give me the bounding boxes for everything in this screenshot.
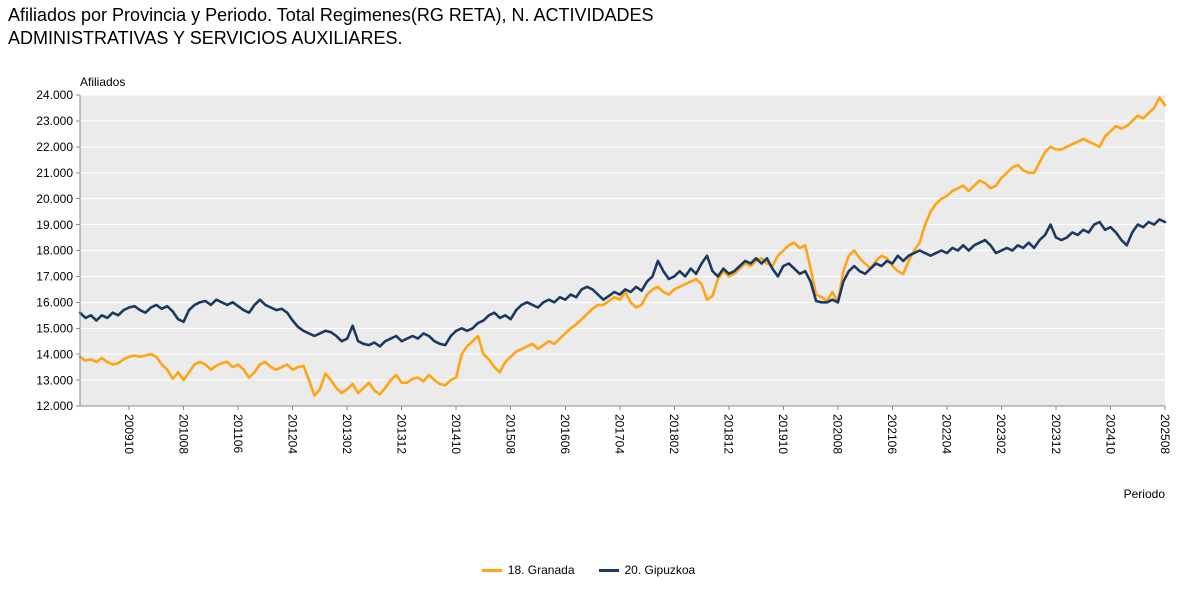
y-tick-label: 13.000 bbox=[36, 373, 73, 387]
y-tick-label: 16.000 bbox=[36, 296, 73, 310]
x-tick-label: 201606 bbox=[558, 414, 572, 454]
legend-label-granada: 18. Granada bbox=[507, 563, 575, 577]
x-tick-label: 202410 bbox=[1103, 414, 1117, 454]
x-tick-label: 200910 bbox=[122, 414, 136, 454]
line-chart: 12.000 13.000 14.000 15.000 16.000 17.000 18.0… bbox=[36, 75, 1172, 501]
y-tick-label: 12.000 bbox=[36, 399, 73, 413]
x-axis-title: Periodo bbox=[1124, 487, 1166, 501]
x-tick-label: 201410 bbox=[449, 414, 463, 454]
legend-swatch-gipuzkoa bbox=[598, 568, 619, 572]
chart-title-line2: ADMINISTRATIVAS Y SERVICIOS AUXILIARES. bbox=[8, 28, 403, 49]
legend-item-granada[interactable]: 18. Granada bbox=[481, 563, 575, 577]
x-tick-label: 201812 bbox=[722, 414, 736, 454]
x-tick-label: 201508 bbox=[504, 414, 518, 454]
x-tick-label: 201302 bbox=[340, 414, 354, 454]
axis-ticks bbox=[76, 94, 1166, 410]
x-tick-label: 202508 bbox=[1158, 414, 1172, 454]
x-tick-label: 202106 bbox=[885, 414, 899, 454]
y-tick-label: 19.000 bbox=[36, 218, 73, 232]
gridlines bbox=[80, 94, 1165, 407]
x-tick-label: 202008 bbox=[831, 414, 845, 454]
legend-item-gipuzkoa[interactable]: 20. Gipuzkoa bbox=[598, 563, 696, 577]
x-tick-label: 201910 bbox=[776, 414, 790, 454]
legend: 18. Granada 20. Gipuzkoa bbox=[0, 563, 1177, 577]
x-tick-label: 201704 bbox=[613, 414, 627, 454]
x-tick-label: 201802 bbox=[667, 414, 681, 454]
series-line-0 bbox=[78, 96, 1167, 397]
y-tick-label: 17.000 bbox=[36, 270, 73, 284]
x-tick-label: 201204 bbox=[285, 414, 299, 454]
y-tick-label: 20.000 bbox=[36, 192, 73, 206]
y-tick-label: 15.000 bbox=[36, 321, 73, 335]
y-tick-label: 21.000 bbox=[36, 166, 73, 180]
y-tick-label: 18.000 bbox=[36, 244, 73, 258]
y-tick-label: 22.000 bbox=[36, 140, 73, 154]
x-tick-label: 202204 bbox=[940, 414, 954, 454]
x-tick-label: 202312 bbox=[1049, 414, 1063, 454]
series-line-1 bbox=[78, 218, 1167, 348]
x-tick-label: 202302 bbox=[994, 414, 1008, 454]
legend-label-gipuzkoa: 20. Gipuzkoa bbox=[624, 563, 696, 577]
x-tick-label: 201008 bbox=[176, 414, 190, 454]
chart-title: Afiliados por Provincia y Periodo. Total… bbox=[8, 4, 654, 50]
y-axis-tick-labels: 12.000 13.000 14.000 15.000 16.000 17.000 18.0… bbox=[36, 88, 73, 413]
x-tick-label: 201106 bbox=[231, 414, 245, 453]
x-tick-label: 201312 bbox=[394, 414, 408, 454]
y-axis-title: Afiliados bbox=[80, 75, 125, 89]
y-tick-label: 14.000 bbox=[36, 347, 73, 361]
series-lines bbox=[78, 96, 1167, 397]
chart-title-line1: Afiliados por Provincia y Periodo. Total… bbox=[8, 5, 654, 25]
y-tick-label: 24.000 bbox=[36, 88, 73, 102]
y-tick-label: 23.000 bbox=[36, 114, 73, 128]
x-axis-tick-labels: 200910 201008 201106 201204 201302 201312 2014… bbox=[122, 414, 1172, 454]
legend-swatch-granada bbox=[481, 568, 502, 572]
